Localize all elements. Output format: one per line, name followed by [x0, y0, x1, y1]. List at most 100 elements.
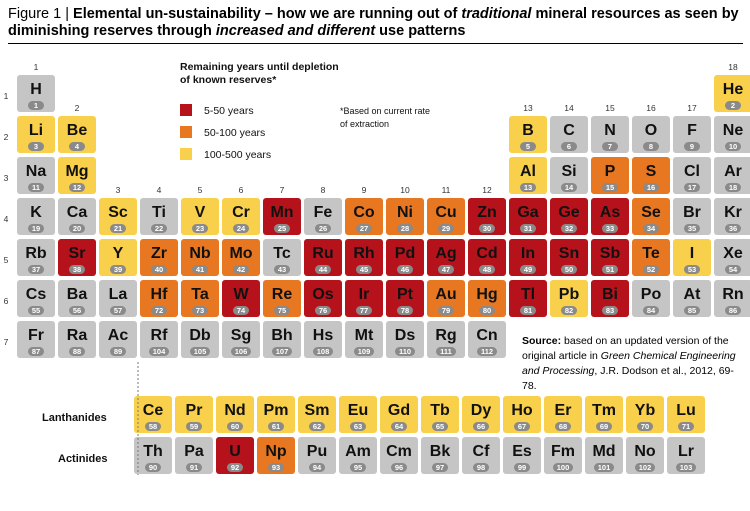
element-symbol: Rb [25, 245, 47, 262]
atomic-number: 84 [647, 306, 656, 315]
atomic-number: 91 [190, 463, 198, 472]
element-cell-bg [591, 198, 629, 235]
element-symbol: Cl [684, 163, 700, 180]
element-cell-xe: Xe 54 [714, 239, 750, 276]
atomic-number-badge [356, 224, 372, 233]
atomic-number: 2 [731, 101, 735, 110]
atomic-number: 83 [606, 306, 614, 315]
atomic-number-badge [186, 422, 202, 431]
element-cell-mg: Mg 12 [58, 157, 96, 194]
element-cell-bg [386, 280, 424, 317]
element-cell-bg [304, 239, 342, 276]
atomic-number: 112 [481, 347, 493, 356]
element-cell-cs: Cs 55 [17, 280, 55, 317]
period-label-3: 3 [4, 173, 9, 183]
atomic-number: 95 [354, 463, 362, 472]
element-cell-bg [58, 239, 96, 276]
element-cell-bg [222, 239, 260, 276]
element-cell-bg [58, 280, 96, 317]
element-cell-cd: Cd 48 [468, 239, 506, 276]
element-symbol: Rf [151, 327, 169, 344]
atomic-number: 43 [278, 265, 286, 274]
element-symbol: Es [512, 443, 532, 460]
source-text1: based on an updated version of the origi… [522, 335, 729, 362]
element-cell-bg [17, 280, 55, 317]
atomic-number-badge [561, 183, 577, 192]
atomic-number-badge [69, 347, 85, 356]
element-cell-bg [550, 116, 588, 153]
element-cell-f: F9 [673, 116, 711, 153]
element-cell-bg [386, 321, 424, 358]
atomic-number: 68 [559, 422, 567, 431]
element-cell-bg [427, 239, 465, 276]
element-cell-as: As 33 [591, 198, 629, 235]
element-cell-bg [714, 239, 750, 276]
element-cell-yb: Yb 70 [626, 396, 664, 433]
element-cell-bg [17, 116, 55, 153]
title-italic1: traditional [461, 6, 532, 22]
element-symbol: Ho [511, 402, 533, 419]
atomic-number-badge [315, 224, 331, 233]
atomic-number: 60 [231, 422, 239, 431]
atomic-number-badge [643, 265, 659, 274]
atomic-number: 109 [358, 347, 371, 356]
atomic-number: 39 [114, 265, 122, 274]
atomic-number-badge [602, 142, 618, 151]
element-cell-bg [263, 321, 301, 358]
element-symbol: Bi [602, 286, 618, 303]
atomic-number-badge [684, 306, 700, 315]
atomic-number-badge [684, 142, 700, 151]
element-symbol: Sg [231, 327, 251, 344]
element-symbol: W [233, 286, 249, 303]
group-label-5: 5 [198, 185, 203, 195]
element-cell-mt: Mt 109 [345, 321, 383, 358]
atomic-number: 89 [114, 347, 122, 356]
element-cell-bi: Bi 83 [591, 280, 629, 317]
atomic-number-badge [268, 463, 284, 472]
atomic-number: 106 [235, 347, 248, 356]
element-cell-sm: Sm 62 [298, 396, 336, 433]
element-cell-bg [462, 437, 500, 474]
element-cell-at: At 85 [673, 280, 711, 317]
atomic-number: 29 [442, 224, 450, 233]
element-cell-cr: Cr 24 [222, 198, 260, 235]
element-cell-bg [427, 321, 465, 358]
group-label-15: 15 [605, 103, 615, 113]
element-cell-tb: Tb 65 [421, 396, 459, 433]
element-cell-te: Te 52 [632, 239, 670, 276]
element-symbol: Al [520, 163, 536, 180]
element-cell-lr: Lr 103 [667, 437, 705, 474]
element-cell-am: Am 95 [339, 437, 377, 474]
element-symbol: Tm [592, 402, 616, 419]
element-symbol: Ir [359, 286, 370, 303]
atomic-number-badge [28, 183, 44, 192]
element-cell-bg [58, 321, 96, 358]
element-cell-bg [17, 157, 55, 194]
element-symbol: Y [113, 245, 124, 262]
element-symbol: U [229, 443, 241, 460]
element-cell-sb: Sb 51 [591, 239, 629, 276]
element-cell-pr: Pr 59 [175, 396, 213, 433]
atomic-number: 65 [436, 422, 444, 431]
atomic-number-badge [479, 265, 495, 274]
element-cell-mn: Mn 25 [263, 198, 301, 235]
atomic-number: 37 [32, 265, 40, 274]
atomic-number: 27 [360, 224, 368, 233]
atomic-number-badge [725, 183, 741, 192]
element-cell-bg [175, 437, 213, 474]
atomic-number: 80 [483, 306, 491, 315]
legend-swatch-yellow [180, 148, 192, 160]
element-symbol: Re [272, 286, 293, 303]
atomic-number: 92 [231, 463, 239, 472]
title-part1: Elemental un-sustainability – how we are… [73, 6, 462, 22]
atomic-number-badge [233, 265, 249, 274]
element-symbol: Zr [151, 245, 167, 262]
element-cell-o: O8 [632, 116, 670, 153]
legend: Remaining years until depletion of known… [180, 61, 430, 161]
element-cell-bg [17, 239, 55, 276]
element-cell-bg [17, 198, 55, 235]
atomic-number-badge [397, 265, 413, 274]
element-symbol: Hf [151, 286, 169, 303]
atomic-number: 48 [483, 265, 491, 274]
element-symbol: I [690, 245, 694, 262]
